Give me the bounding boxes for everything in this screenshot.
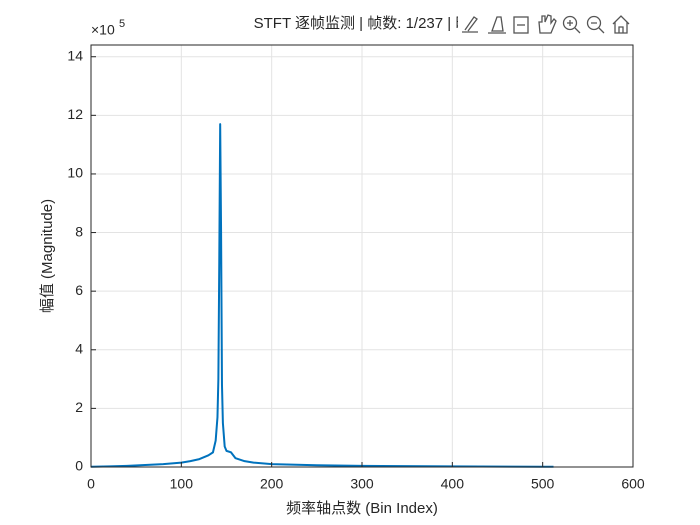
plot bbox=[90, 123, 554, 468]
grid bbox=[90, 45, 634, 468]
x-axis-label: 频率轴点数 (Bin Index) bbox=[286, 500, 438, 517]
chart-title: STFT 逐帧监测 | 帧数: 1/237 | 时 bbox=[254, 15, 471, 32]
y-axis-label: 幅值 (Magnitude) bbox=[39, 199, 56, 313]
x-tick-label: 100 bbox=[170, 476, 194, 492]
tool-zoom-out[interactable] bbox=[586, 15, 605, 34]
data-line bbox=[90, 123, 554, 468]
y-scale-base: ×10 bbox=[91, 22, 115, 38]
y-tick-label: 14 bbox=[67, 47, 83, 63]
tool-edit[interactable] bbox=[462, 16, 478, 33]
x-tick-label: 300 bbox=[350, 476, 374, 492]
y-scale-exponent: 5 bbox=[119, 18, 125, 30]
x-tick-label: 600 bbox=[621, 476, 645, 492]
x-tick-label: 500 bbox=[531, 476, 555, 492]
x-tick-label: 200 bbox=[260, 476, 284, 492]
tool-zoom-in[interactable] bbox=[562, 15, 581, 34]
y-tick-label: 8 bbox=[75, 223, 83, 239]
tool-datatip[interactable] bbox=[513, 16, 529, 34]
tool-home[interactable] bbox=[612, 15, 630, 34]
toolbar bbox=[458, 10, 638, 40]
tool-brush[interactable] bbox=[488, 16, 506, 34]
y-tick-label: 2 bbox=[75, 399, 83, 415]
x-tick-label: 400 bbox=[441, 476, 465, 492]
tool-pan[interactable] bbox=[538, 14, 557, 34]
y-tick-label: 12 bbox=[67, 106, 83, 122]
y-tick-label: 6 bbox=[75, 282, 83, 298]
y-tick-label: 10 bbox=[67, 165, 83, 181]
y-tick-label: 0 bbox=[75, 458, 83, 474]
x-tick-label: 0 bbox=[87, 476, 95, 492]
y-tick-label: 4 bbox=[75, 340, 83, 356]
